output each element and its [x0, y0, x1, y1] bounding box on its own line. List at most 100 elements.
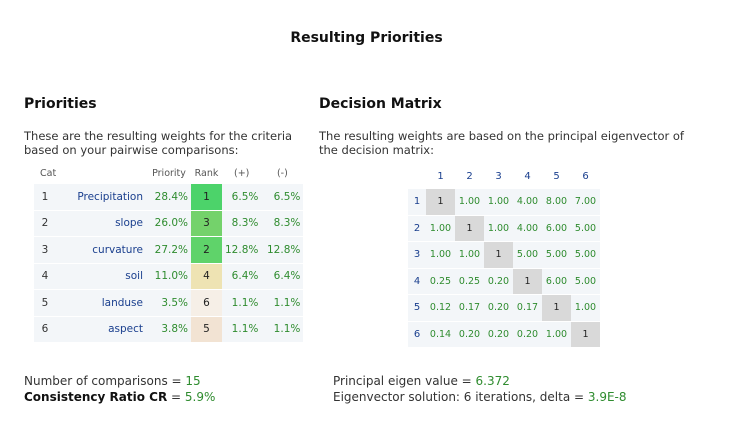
matrix-cell: 7.00 — [571, 188, 600, 215]
matrix-col-header: 6 — [571, 164, 600, 188]
minus-value: 6.4% — [261, 262, 304, 290]
criterion-name: Precipitation — [56, 183, 147, 210]
priority-row: 3 curvature 27.2% 2 12.8% 12.8% — [34, 236, 304, 263]
cr-equals: = — [167, 390, 185, 404]
matrix-col-header: 2 — [455, 164, 484, 188]
page-title: Resulting Priorities — [290, 30, 443, 46]
priority-row: 5 landuse 3.5% 6 1.1% 1.1% — [34, 289, 304, 316]
matrix-cell: 1.00 — [426, 214, 455, 242]
matrix-row-header: 4 — [408, 267, 426, 295]
matrix-cell: 0.20 — [455, 320, 484, 348]
matrix-cell: 1.00 — [484, 188, 513, 215]
matrix-cell: 0.20 — [484, 294, 513, 321]
matrix-cell: 1.00 — [571, 294, 600, 321]
priority-row: 6 aspect 3.8% 5 1.1% 1.1% — [34, 315, 304, 343]
consistency-ratio: Consistency Ratio CR = 5.9% — [24, 390, 215, 404]
matrix-cell: 0.20 — [513, 320, 542, 348]
matrix-cell: 1 — [455, 214, 484, 241]
row-index: 2 — [34, 209, 56, 237]
matrix-col-header: 3 — [484, 164, 513, 188]
matrix-cell: 0.25 — [455, 267, 484, 295]
rank-cell: 6 — [191, 289, 222, 316]
priority-value: 3.8% — [147, 315, 191, 343]
matrix-cell: 0.14 — [426, 320, 455, 348]
header-minus: (-) — [261, 163, 304, 183]
plus-value: 6.5% — [222, 183, 262, 210]
cr-value: 5.9% — [184, 390, 216, 404]
criterion-name: slope — [56, 209, 147, 237]
priorities-title: Priorities — [24, 96, 97, 112]
minus-value: 12.8% — [261, 236, 304, 263]
rank-cell: 2 — [191, 236, 222, 263]
criterion-name: soil — [56, 262, 147, 290]
matrix-cell: 1.00 — [484, 214, 513, 242]
matrix-cell: 1.00 — [426, 241, 455, 268]
matrix-cell: 6.00 — [542, 214, 571, 242]
priority-value: 26.0% — [147, 209, 191, 237]
matrix-cell: 5.00 — [571, 241, 600, 268]
matrix-col-header: 1 — [426, 164, 455, 188]
priority-value: 3.5% — [147, 289, 191, 316]
row-index: 5 — [34, 289, 56, 316]
criterion-name: aspect — [56, 315, 147, 343]
matrix-row: 1 1 1.00 1.00 4.00 8.00 7.00 — [408, 188, 600, 215]
rank-cell: 1 — [191, 183, 222, 210]
priorities-table: Cat Priority Rank (+) (-) 1 Precipitatio… — [34, 163, 304, 343]
plus-value: 12.8% — [222, 236, 262, 263]
minus-value: 8.3% — [261, 209, 304, 237]
priority-value: 27.2% — [147, 236, 191, 263]
principal-eigen-value: Principal eigen value = 6.372 — [333, 374, 510, 388]
matrix-row: 6 0.14 0.20 0.20 0.20 1.00 1 — [408, 320, 600, 348]
header-rank: Rank — [191, 163, 222, 183]
rank-cell: 5 — [191, 315, 222, 342]
plus-value: 6.4% — [222, 262, 262, 290]
header-cat: Cat — [34, 163, 147, 183]
matrix-corner — [408, 164, 426, 188]
matrix-cell: 0.17 — [513, 294, 542, 321]
matrix-cell: 6.00 — [542, 267, 571, 295]
matrix-row-header: 6 — [408, 320, 426, 348]
priorities-description: These are the resulting weights for the … — [24, 129, 293, 157]
eigen-value: 6.372 — [475, 374, 510, 388]
matrix-cell: 1 — [513, 267, 542, 294]
matrix-cell: 0.20 — [484, 267, 513, 295]
matrix-row: 2 1.00 1 1.00 4.00 6.00 5.00 — [408, 214, 600, 242]
matrix-cell: 8.00 — [542, 188, 571, 215]
comparisons-value: 15 — [185, 374, 201, 388]
priority-value: 28.4% — [147, 183, 191, 210]
comparisons-count: Number of comparisons = 15 — [24, 374, 201, 388]
header-priority: Priority — [147, 163, 191, 183]
matrix-row-header: 1 — [408, 188, 426, 215]
rank-cell: 3 — [191, 209, 222, 236]
matrix-cell: 5.00 — [571, 267, 600, 295]
matrix-cell: 1 — [426, 188, 455, 215]
matrix-cell: 1 — [542, 294, 571, 321]
minus-value: 1.1% — [261, 289, 304, 316]
plus-value: 1.1% — [222, 315, 262, 343]
matrix-row: 3 1.00 1.00 1 5.00 5.00 5.00 — [408, 241, 600, 268]
matrix-cell: 5.00 — [542, 241, 571, 268]
matrix-row: 5 0.12 0.17 0.20 0.17 1 1.00 — [408, 294, 600, 321]
matrix-cell: 1.00 — [455, 188, 484, 215]
decision-matrix-title: Decision Matrix — [319, 96, 442, 112]
matrix-row-header: 2 — [408, 214, 426, 242]
matrix-cell: 1 — [571, 320, 600, 347]
priorities-header-row: Cat Priority Rank (+) (-) — [34, 163, 304, 183]
matrix-header-row: 1 2 3 4 5 6 — [408, 164, 600, 188]
plus-value: 1.1% — [222, 289, 262, 316]
minus-value: 1.1% — [261, 315, 304, 343]
matrix-cell: 0.12 — [426, 294, 455, 321]
comparisons-label: Number of comparisons = — [24, 374, 186, 388]
rank-cell: 4 — [191, 262, 222, 289]
matrix-cell: 5.00 — [513, 241, 542, 268]
matrix-col-header: 4 — [513, 164, 542, 188]
priority-row: 2 slope 26.0% 3 8.3% 8.3% — [34, 209, 304, 237]
matrix-cell: 1.00 — [542, 320, 571, 348]
cr-label: Consistency Ratio CR — [24, 390, 168, 404]
matrix-row-header: 5 — [408, 294, 426, 321]
criterion-name: curvature — [56, 236, 147, 263]
row-index: 3 — [34, 236, 56, 263]
matrix-row-header: 3 — [408, 241, 426, 268]
eigvec-value: 3.9E-8 — [587, 390, 627, 404]
row-index: 1 — [34, 183, 56, 210]
